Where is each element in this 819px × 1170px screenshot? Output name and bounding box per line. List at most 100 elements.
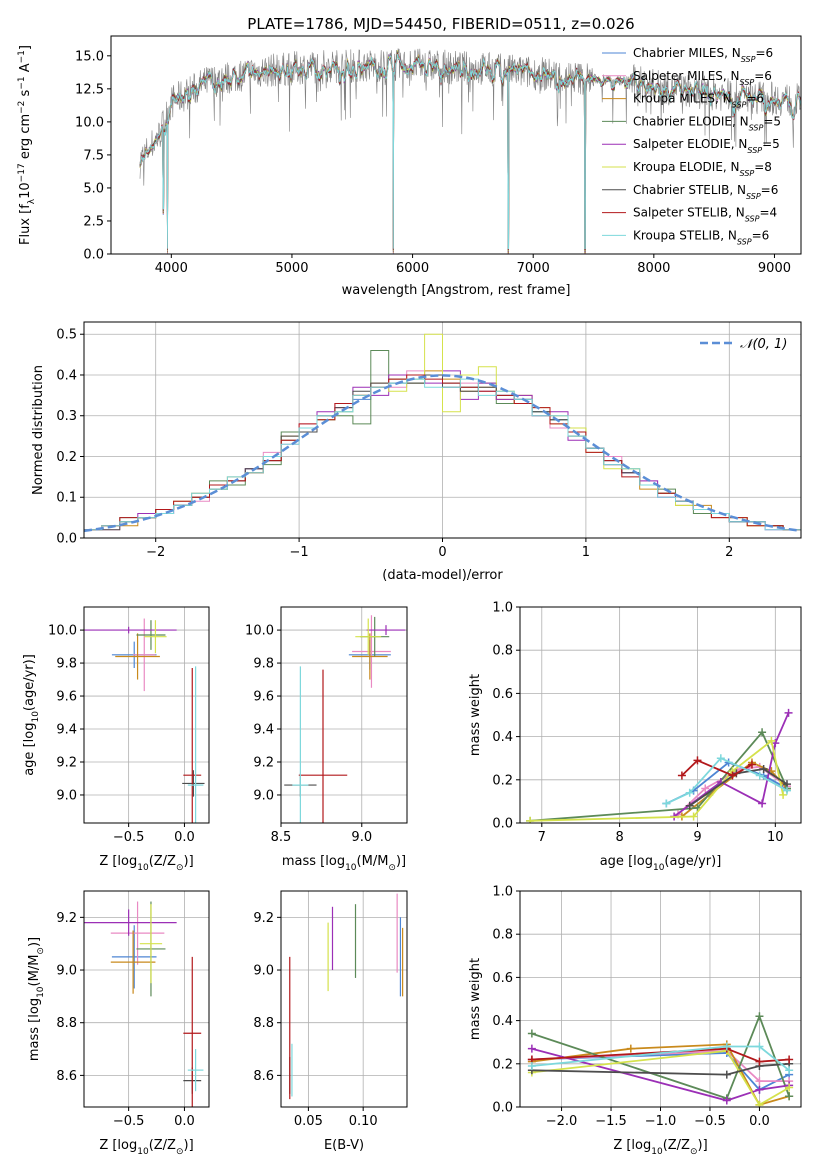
legend-entry-7: Chabrier STELIB, NSSP=6 [633, 183, 778, 201]
weight_vs_age-series-8 [681, 759, 753, 777]
age_vs_mass-plot-area [284, 615, 406, 823]
weight_vs_Z-marker [722, 1042, 731, 1051]
weight_vs_Z-marker [626, 1044, 635, 1053]
residuals-ylabel: Normed distribution [31, 365, 46, 495]
weight_vs_age-plot-area [526, 708, 793, 823]
age_vs_Z-ytick-label: 9.2 [56, 755, 77, 770]
mass_vs_ebv-xlabel: E(B-V) [324, 1138, 364, 1153]
residuals-ytick-label: 0.3 [56, 409, 77, 424]
age_vs_mass-xtick-label: 8.5 [271, 830, 292, 845]
weight_vs_Z-series-7 [531, 1062, 790, 1076]
residuals-ytick-label: 0.1 [56, 491, 77, 506]
weight_vs_Z-xtick-label: −1.0 [645, 1114, 677, 1129]
spectrum-xtick-label: 8000 [637, 261, 670, 276]
weight_vs_age-ytick-label: 0.2 [492, 773, 513, 788]
mass_vs_Z-ylabel: mass [log10(M/M⊙)] [27, 937, 46, 1061]
residuals-ytick-label: 0.5 [56, 328, 77, 343]
weight_vs_age-ytick-label: 0.4 [492, 730, 513, 745]
legend-entry-6: Kroupa ELODIE, NSSP=8 [633, 160, 772, 178]
weight_vs_Z-marker [527, 1061, 536, 1070]
age_vs_mass-frame [280, 606, 408, 824]
mass_vs_ebv-ytick-label: 9.2 [253, 911, 274, 926]
weight_vs_Z-panel: −2.0 −1.5 −1.0 −0.5 0.0 0.0 0.2 0.4 0.6 0.8 1.0 Z [… [468, 885, 802, 1157]
spectrum-xtick-label: 4000 [155, 261, 188, 276]
mass_vs_ebv-plot-area [289, 893, 404, 1100]
weight_vs_age-ytick-label: 1.0 [492, 601, 513, 616]
weight_vs_Z-ytick-label: 0.6 [492, 971, 513, 986]
mass_vs_ebv-ytick-label: 9.0 [253, 964, 274, 979]
weight_vs_Z-ytick-label: 0.0 [492, 1101, 513, 1116]
age_vs_Z-xtick-label: −0.5 [113, 830, 145, 845]
chart-panels: 4000 5000 6000 7000 8000 90000.02.55.07.510.0… [17, 35, 802, 1157]
weight_vs_age-xtick-label: 9 [693, 830, 701, 845]
weight_vs_age-ytick-label: 0.0 [492, 817, 513, 832]
age_vs_mass-ytick-label: 9.4 [253, 723, 274, 738]
mass_vs_Z-xtick-label: −0.5 [113, 1114, 145, 1129]
weight_vs_Z-xlabel: Z [log10(Z/Z⊙)] [613, 1138, 707, 1157]
weight_vs_Z-marker [785, 1083, 794, 1092]
residuals-xtick-label: −1 [290, 545, 309, 560]
weight_vs_Z-plot-area [527, 1012, 794, 1107]
weight_vs_age-xlabel: age [log10(age/yr)] [600, 854, 722, 873]
weight_vs_Z-marker [785, 1066, 794, 1075]
histogram-series-8 [84, 374, 801, 538]
weight_vs_age-marker [758, 728, 767, 737]
residuals-ytick-label: 0.4 [56, 368, 77, 383]
mass_vs_ebv-panel: 0.05 0.10 8.6 8.8 9.0 9.2 E(B-V) [253, 890, 408, 1153]
spectrum-model-line-9 [139, 53, 801, 250]
weight_vs_Z-series-9 [531, 1045, 790, 1072]
age_vs_mass-ytick-label: 9.6 [253, 690, 274, 705]
age_vs_Z-panel: −0.5 0.0 9.0 9.2 9.4 9.6 9.8 10.0 Z [log10(Z/Z⊙)… [22, 606, 210, 873]
weight_vs_age-series-4 [530, 730, 788, 822]
age_vs_Z-ytick-label: 9.4 [56, 723, 77, 738]
spectrum-xtick-label: 5000 [275, 261, 308, 276]
weight_vs_Z-marker [527, 1029, 536, 1038]
weight_vs_Z-xtick-label: −1.5 [595, 1114, 627, 1129]
residuals-xlabel: (data-model)/error [382, 568, 503, 583]
age_vs_mass-panel: 8.5 9.0 9.0 9.2 9.4 9.6 9.8 10.0 mass [log10(M/M… [245, 606, 408, 873]
weight_vs_age-marker [716, 754, 725, 763]
age_vs_Z-xlabel: Z [log10(Z/Z⊙)] [99, 854, 193, 873]
weight_vs_Z-marker [755, 1057, 764, 1066]
weight_vs_Z-marker [755, 1085, 764, 1094]
mass_vs_Z-ytick-label: 9.0 [56, 964, 77, 979]
legend-entry-2: Salpeter MILES, NSSP=6 [633, 69, 772, 87]
weight_vs_age-marker [782, 786, 791, 795]
weight_vs_age-marker [662, 799, 671, 808]
weight_vs_age-marker [759, 765, 768, 773]
spectrum-ytick-label: 10.0 [75, 115, 104, 130]
weight_vs_age-panel: 7 8 9 10 0.0 0.2 0.4 0.6 0.8 1.0 age [log10(age/yr… [468, 601, 802, 873]
spectrum-panel: 4000 5000 6000 7000 8000 9000 0.0 2.5 5.0 7.5 10.0… [17, 35, 802, 298]
normal-reference-curve [84, 374, 801, 533]
weight_vs_age-marker [747, 760, 756, 769]
age_vs_mass-ytick-label: 10.0 [245, 624, 274, 639]
spectrum-xtick-label: 7000 [517, 261, 550, 276]
weight_vs_age-marker [767, 736, 776, 745]
weight_vs_Z-series-4 [531, 1013, 790, 1100]
residuals-frame [83, 321, 802, 539]
spectrum-ytick-label: 5.0 [83, 181, 104, 196]
age_vs_mass-xlabel: mass [log10(M/M⊙)] [282, 854, 406, 873]
figure-title: PLATE=1786, MJD=54450, FIBERID=0511, z=0… [247, 15, 634, 33]
histogram-series-9 [84, 378, 801, 538]
mass_vs_ebv-frame [280, 890, 408, 1108]
spectrum-xtick-label: 9000 [758, 261, 791, 276]
age_vs_mass-ytick-label: 9.0 [253, 788, 274, 803]
mass_vs_Z-xtick-label: 0.0 [174, 1114, 195, 1129]
spectrum-xlabel: wavelength [Angstrom, rest frame] [342, 283, 571, 298]
residuals-xtick-label: −2 [146, 545, 165, 560]
age_vs_Z-plot-area [84, 618, 205, 823]
spectrum-frame [110, 35, 802, 255]
mass_vs_ebv-xtick-label: 0.10 [349, 1114, 378, 1129]
weight_vs_Z-ytick-label: 1.0 [492, 885, 513, 900]
age_vs_mass-xtick-label: 9.0 [351, 830, 372, 845]
spectrum-ytick-label: 7.5 [83, 148, 104, 163]
weight_vs_age-marker [728, 771, 737, 780]
weight_vs_age-xtick-label: 8 [615, 830, 623, 845]
weight_vs_Z-marker [755, 1077, 764, 1086]
weight_vs_age-marker [689, 812, 698, 821]
weight_vs_age-marker [693, 756, 702, 765]
spectrum-legend: Chabrier MILES, NSSP=6 Salpeter MILES, NS… [602, 46, 781, 246]
age_vs_Z-ylabel: age [log10(age/yr)] [22, 654, 41, 776]
